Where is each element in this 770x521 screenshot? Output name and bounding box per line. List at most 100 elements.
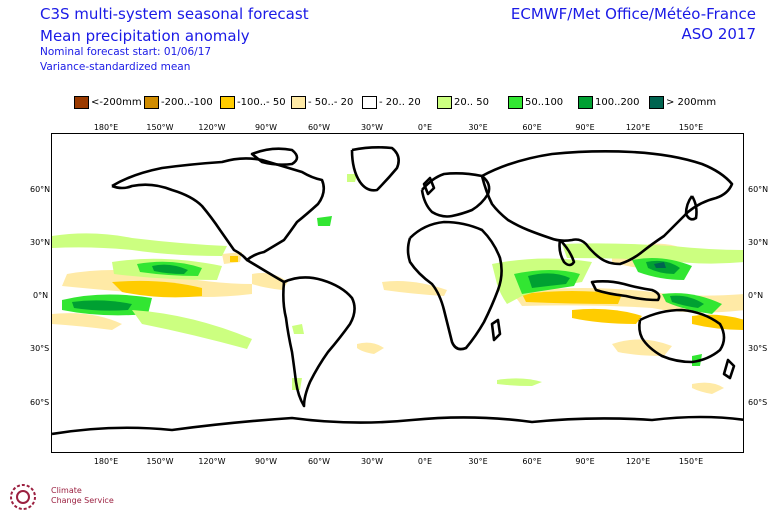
title-line-1: C3S multi-system seasonal forecast <box>40 5 309 23</box>
legend-swatch <box>220 96 235 109</box>
season: ASO 2017 <box>681 25 756 43</box>
lon-tick: 90°E <box>575 123 595 132</box>
wet-patch <box>670 295 704 308</box>
wet-patch <box>72 300 132 311</box>
lat-tick: 30°N <box>748 238 769 247</box>
legend-label: -100..- 50 <box>237 97 286 108</box>
lat-tick: 30°S <box>30 344 50 353</box>
lon-tick: 30°W <box>360 457 384 466</box>
legend-item: - 20.. 20 <box>362 95 421 110</box>
nominal-start: Nominal forecast start: 01/06/17 <box>40 46 212 58</box>
lon-tick: 0°E <box>417 457 433 466</box>
dry-patch <box>572 308 642 324</box>
legend-label: - 50..- 20 <box>308 97 354 108</box>
legend-swatch <box>578 96 593 109</box>
lat-tick: 0°N <box>33 291 49 300</box>
lon-tick: 30°E <box>468 123 488 132</box>
asia-coast <box>480 150 734 266</box>
wet-patch <box>132 310 252 349</box>
precipitation-anomaly-map <box>51 133 744 453</box>
dry-patch <box>252 273 288 290</box>
japan-coast <box>684 195 698 221</box>
legend-swatch <box>649 96 664 109</box>
title-line-2: Mean precipitation anomaly <box>40 27 250 45</box>
lon-ticks-bottom: 180°E 150°W 120°W 90°W 60°W 30°W 0°E 30°… <box>0 457 770 467</box>
copernicus-c3s-logo-icon <box>10 484 36 510</box>
lon-tick: 60°W <box>307 123 331 132</box>
map-canvas <box>52 146 743 436</box>
dry-patch <box>692 382 724 394</box>
legend-item: 20.. 50 <box>437 95 489 110</box>
wet-anomaly-areas <box>52 174 743 390</box>
lon-tick: 0°E <box>417 123 433 132</box>
legend-swatch <box>291 96 306 109</box>
lon-ticks-top: 180°E 150°W 120°W 90°W 60°W 30°W 0°E 30°… <box>0 123 770 133</box>
central-america-coast <box>246 258 285 284</box>
legend-item: -100..- 50 <box>220 95 286 110</box>
australia-coast <box>638 308 726 364</box>
producer: ECMWF/Met Office/Météo-France <box>510 5 756 23</box>
north-america-coast <box>111 157 326 262</box>
legend-item: - 50..- 20 <box>291 95 353 110</box>
wet-patch <box>152 264 188 274</box>
dry-patch <box>382 281 447 296</box>
indonesia-coast <box>590 280 661 302</box>
lat-tick: 30°S <box>748 344 768 353</box>
madagascar-coast <box>490 318 502 342</box>
new-zealand-coast <box>722 358 736 380</box>
arctic-islands <box>250 147 299 166</box>
legend-label: - 20.. 20 <box>379 97 421 108</box>
coastlines <box>52 146 743 436</box>
africa-coast <box>406 220 503 351</box>
lon-tick: 30°E <box>468 457 488 466</box>
lon-tick: 120°W <box>198 457 226 466</box>
legend-label: -200..-100 <box>161 97 213 108</box>
legend-item: > 200mm <box>649 95 716 110</box>
dry-patch <box>52 313 122 330</box>
lon-tick: 150°W <box>146 457 174 466</box>
greenland-coast <box>350 146 400 192</box>
south-america-coast <box>282 276 356 408</box>
dry-patch <box>522 291 622 304</box>
legend-label: > 200mm <box>666 97 717 108</box>
legend-swatch <box>437 96 452 109</box>
wet-patch <box>52 233 227 256</box>
legend-item: -200..-100 <box>144 95 213 110</box>
lon-tick: 180°E <box>93 123 119 132</box>
legend-item: 100..200 <box>578 95 640 110</box>
legend-label: 50..100 <box>525 97 564 108</box>
wet-patch <box>497 378 542 386</box>
lon-tick: 90°W <box>254 457 278 466</box>
lon-tick: 120°E <box>625 123 651 132</box>
wet-patch <box>562 243 743 264</box>
lat-tick: 60°N <box>30 185 51 194</box>
method-note: Variance-standardized mean <box>40 61 191 73</box>
legend-swatch <box>362 96 377 109</box>
logo-line-1: Climate <box>51 486 82 495</box>
legend-item: <-200mm <box>74 95 142 110</box>
logo-line-2: Change Service <box>51 496 114 505</box>
legend-label: 100..200 <box>595 97 640 108</box>
c3s-logo: Climate Change Service <box>8 480 114 518</box>
dry-patch <box>112 280 202 298</box>
uk-coast <box>422 176 436 196</box>
lon-tick: 120°E <box>625 457 651 466</box>
legend-swatch <box>144 96 159 109</box>
legend-swatch <box>74 96 89 109</box>
lon-tick: 150°W <box>146 123 174 132</box>
lon-tick: 60°W <box>307 457 331 466</box>
lon-tick: 150°E <box>678 457 704 466</box>
wet-patch <box>317 216 332 226</box>
lon-tick: 90°E <box>575 457 595 466</box>
lon-tick: 150°E <box>678 123 704 132</box>
legend-label: <-200mm <box>91 97 142 108</box>
lat-tick: 60°S <box>30 398 50 407</box>
dry-patch <box>357 342 384 354</box>
lon-tick: 120°W <box>198 123 226 132</box>
lat-tick: 60°N <box>748 185 769 194</box>
legend-label: 20.. 50 <box>454 97 489 108</box>
lon-tick: 60°E <box>522 457 542 466</box>
wet-patch <box>292 324 304 334</box>
legend-item: 50..100 <box>508 95 563 110</box>
wet-patch <box>528 273 570 288</box>
